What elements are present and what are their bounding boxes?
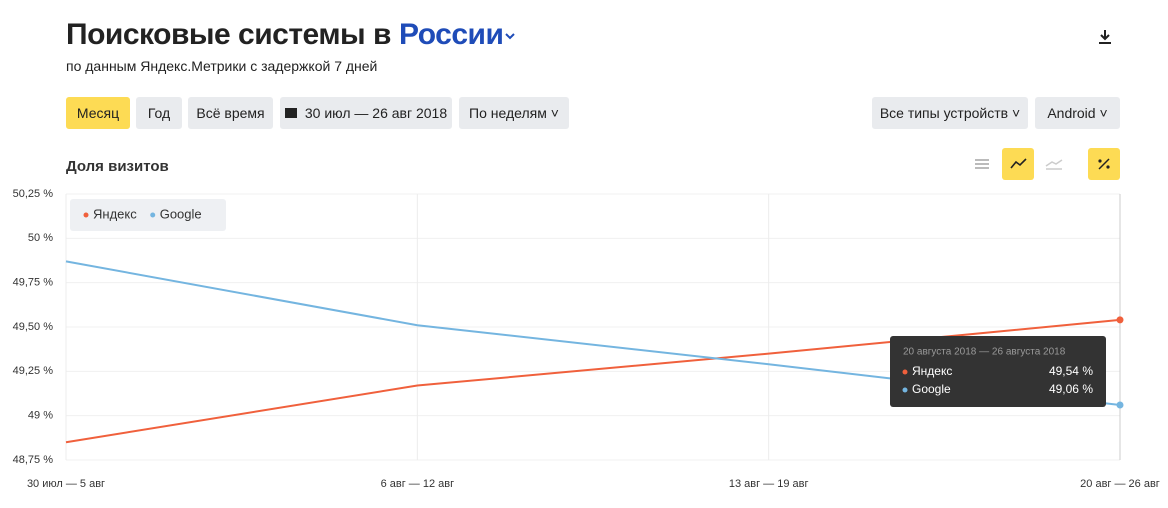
- os-select[interactable]: Android ˅: [1035, 97, 1120, 129]
- calendar-icon: [284, 108, 297, 118]
- y-tick-label: 49 %: [28, 410, 53, 422]
- tooltip-title: 20 августа 2018 — 26 августа 2018: [903, 347, 1066, 358]
- tooltip-value: 49,54 %: [1049, 364, 1093, 378]
- y-tick-label: 49,75 %: [13, 277, 54, 289]
- grouping-text: По неделям: [469, 105, 547, 121]
- legend-dot: [150, 212, 156, 218]
- legend-label: Google: [160, 206, 202, 221]
- area-icon[interactable]: [1045, 159, 1063, 170]
- y-tick-label: 48,75 %: [13, 454, 54, 466]
- y-tick-label: 50,25 %: [13, 188, 54, 200]
- hover-point: [1116, 316, 1124, 324]
- x-tick-label: 20 авг — 26 авг: [1080, 478, 1160, 490]
- stacked-icon[interactable]: [975, 159, 989, 169]
- y-tick-label: 50 %: [28, 232, 53, 244]
- chart-mode-icons: [975, 148, 1120, 180]
- date-range-text: 30 июл — 26 авг 2018: [304, 105, 448, 121]
- device-select[interactable]: Все типы устройств ˅: [872, 97, 1028, 129]
- period-month[interactable]: Месяц: [66, 97, 130, 129]
- tooltip-box: [890, 336, 1106, 407]
- title-text: Поисковые системы в: [66, 18, 391, 51]
- page-title: Поисковые системы в России: [66, 18, 517, 52]
- tooltip-name: Яндекс: [912, 364, 952, 378]
- os-text: Android: [1047, 105, 1096, 121]
- period-all[interactable]: Всё время: [188, 97, 273, 129]
- hover-point: [1116, 401, 1124, 409]
- tooltip-dot: [902, 369, 908, 375]
- tooltip-value: 49,06 %: [1049, 382, 1093, 396]
- line-icon: [1010, 158, 1027, 169]
- legend-box: [70, 199, 226, 231]
- region-select[interactable]: России: [398, 18, 504, 51]
- chevron: [505, 33, 516, 40]
- metric-label: Доля визитов: [66, 158, 169, 175]
- y-tick-label: 49,50 %: [13, 321, 54, 333]
- period-year[interactable]: Год: [136, 97, 182, 129]
- percent-icon-dot: [1098, 159, 1102, 163]
- x-tick-label: 30 июл — 5 авг: [27, 478, 105, 490]
- x-tick-label: 6 авг — 12 авг: [381, 478, 455, 490]
- download-icon[interactable]: [1096, 28, 1114, 46]
- x-tick-label: 13 авг — 19 авг: [729, 478, 809, 490]
- legend-label: Яндекс: [93, 206, 137, 221]
- device-text: Все типы устройств: [879, 105, 1009, 121]
- date-range[interactable]: 30 июл — 26 авг 2018: [280, 97, 452, 129]
- grouping[interactable]: По неделям ˅: [459, 97, 569, 129]
- percent-icon-dot: [1106, 165, 1110, 169]
- tooltip-dot: [902, 387, 908, 393]
- y-tick-label: 49,25 %: [13, 365, 54, 377]
- subtitle: по данным Яндекс.Метрики с задержкой 7 д…: [66, 58, 378, 74]
- legend-dot: [83, 212, 89, 218]
- percent-icon: [1098, 158, 1110, 170]
- tooltip-name: Google: [912, 382, 951, 396]
